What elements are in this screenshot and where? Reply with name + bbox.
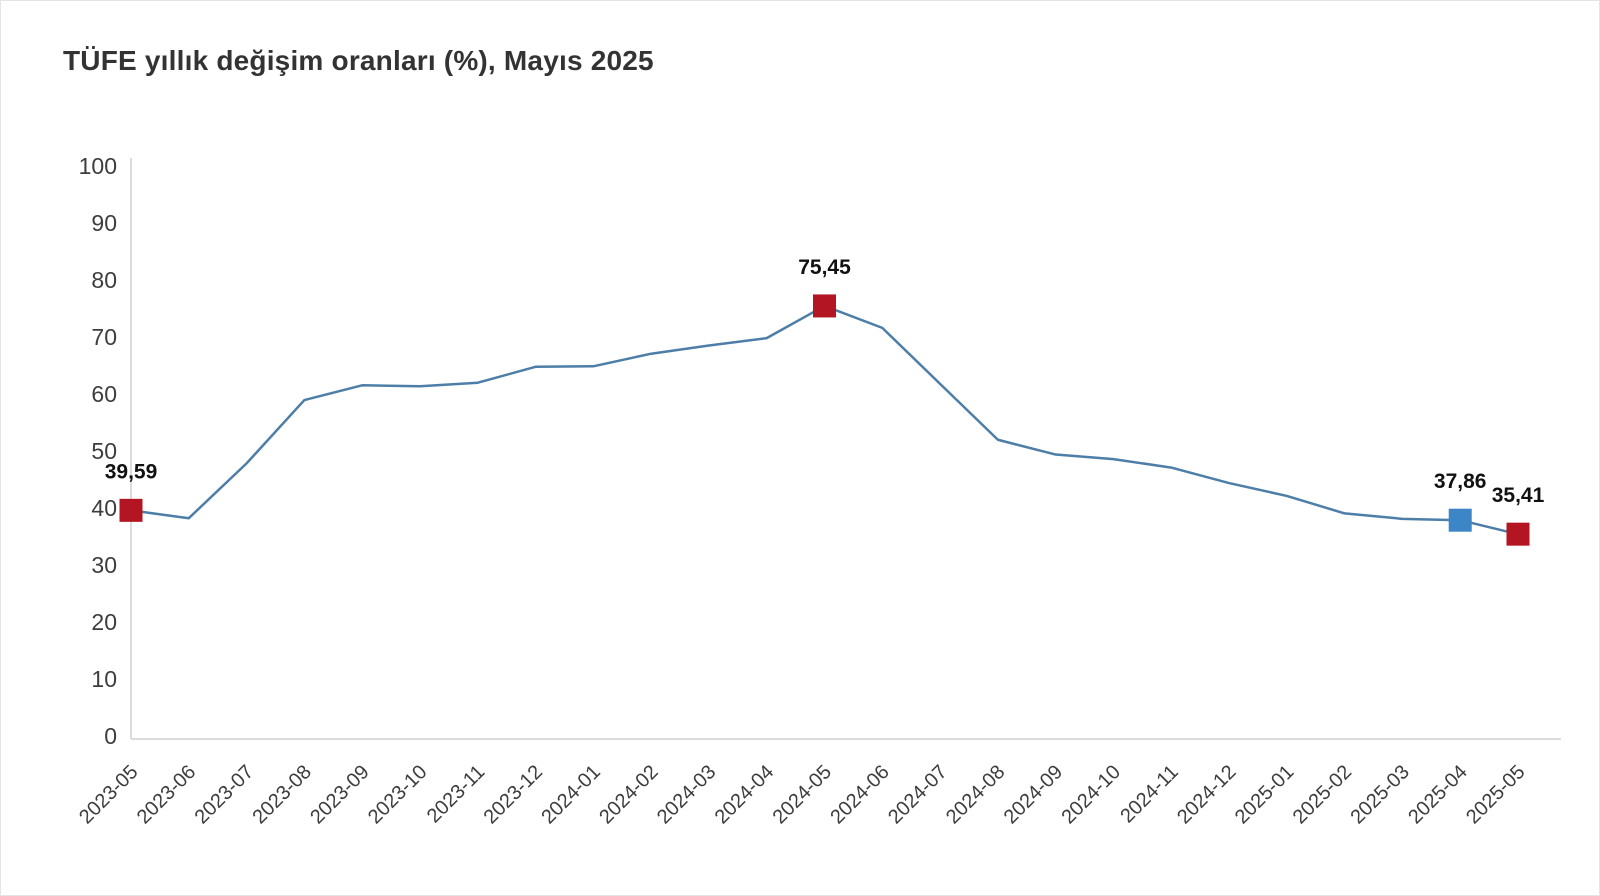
y-tick-label: 0 (104, 723, 117, 749)
y-tick-label: 100 (79, 153, 117, 179)
x-tick-label: 2023-12 (480, 761, 547, 828)
x-tick-label: 2024-05 (769, 761, 836, 828)
x-tick-label: 2024-03 (653, 761, 720, 828)
x-tick-label: 2023-05 (75, 761, 142, 828)
x-tick-label: 2023-09 (306, 761, 373, 828)
highlight-marker (119, 498, 143, 522)
data-label: 37,86 (1434, 470, 1487, 493)
y-tick-label: 80 (91, 267, 117, 293)
highlight-marker (813, 294, 836, 318)
highlight-marker (1506, 522, 1530, 546)
data-label: 75,45 (798, 256, 851, 279)
y-tick-label: 10 (91, 666, 117, 692)
x-tick-label: 2023-10 (364, 761, 431, 828)
x-tick-label: 2025-04 (1404, 761, 1471, 828)
x-tick-label: 2024-11 (1116, 761, 1182, 827)
x-tick-label: 2025-03 (1346, 761, 1413, 828)
x-tick-label: 2023-07 (191, 761, 258, 828)
y-tick-label: 40 (91, 495, 117, 521)
x-tick-label: 2024-12 (1173, 761, 1240, 828)
x-tick-label: 2024-10 (1058, 761, 1125, 828)
y-tick-label: 70 (91, 324, 117, 350)
x-tick-label: 2023-08 (248, 761, 315, 828)
data-label: 39,59 (105, 460, 158, 483)
x-tick-label: 2024-02 (595, 761, 662, 828)
series-line (129, 304, 1520, 536)
x-tick-label: 2024-09 (1000, 761, 1067, 828)
x-tick-label: 2025-01 (1231, 761, 1298, 828)
x-tick-label: 2023-06 (133, 761, 200, 828)
x-tick-label: 2023-11 (423, 761, 489, 827)
x-tick-label: 2025-05 (1462, 761, 1529, 828)
x-tick-label: 2024-04 (711, 761, 778, 828)
y-tick-label: 30 (91, 552, 117, 578)
y-tick-label: 50 (91, 438, 117, 464)
highlight-marker (1448, 508, 1472, 532)
y-tick-label: 60 (91, 381, 117, 407)
x-tick-label: 2024-07 (884, 761, 951, 828)
y-tick-label: 20 (91, 609, 117, 635)
x-tick-label: 2025-02 (1289, 761, 1356, 828)
x-tick-label: 2024-06 (826, 761, 893, 828)
x-tick-label: 2024-01 (537, 761, 604, 828)
x-tick-label: 2024-08 (942, 761, 1009, 828)
y-tick-label: 90 (91, 210, 117, 236)
data-label: 35,41 (1492, 484, 1545, 507)
chart-title: TÜFE yıllık değişim oranları (%), Mayıs … (63, 45, 654, 76)
